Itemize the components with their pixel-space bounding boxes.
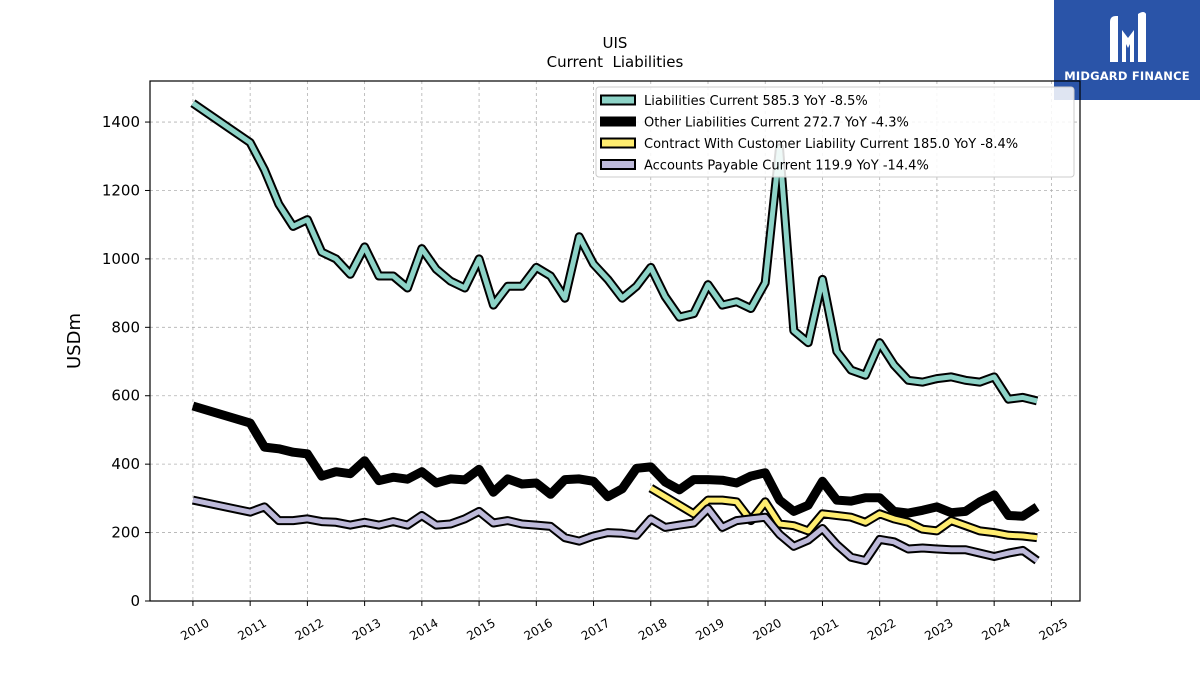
- y-tick-label: 0: [130, 592, 140, 610]
- series-line: [191, 401, 1040, 521]
- series-layer: [190, 99, 1040, 566]
- x-tick-label: 2010: [178, 616, 211, 643]
- legend-item: Contract With Customer Liability Current…: [600, 137, 1018, 152]
- y-tick-label: 200: [111, 524, 140, 542]
- x-tick-label: 2025: [1037, 616, 1070, 643]
- midgard-logo-icon: [1110, 12, 1146, 62]
- x-tick-label: 2013: [350, 616, 383, 643]
- series-line: [191, 101, 1038, 404]
- x-tick-label: 2020: [751, 616, 784, 643]
- y-tick-label: 400: [111, 455, 140, 473]
- y-axis: 0 200 400 600 800 1000 1200 1400: [102, 113, 150, 610]
- y-tick-label: 600: [111, 387, 140, 405]
- legend-box: [595, 86, 1075, 178]
- series-2: [648, 484, 1038, 543]
- y-tick-label: 1000: [102, 250, 140, 268]
- x-tick-label: 2012: [293, 616, 326, 643]
- legend-label: Other Liabilities Current 272.7 YoY -4.3…: [644, 116, 909, 131]
- x-axis: 2010 2011 2012 2013 2014 2015 2016 2017 2018 2019…: [178, 601, 1070, 643]
- x-tick-label: 2016: [522, 616, 555, 643]
- x-tick-label: 2014: [407, 616, 440, 643]
- legend-item: Accounts Payable Current 119.9 YoY -14.4…: [600, 159, 929, 174]
- legend-label: Contract With Customer Liability Current…: [644, 137, 1018, 152]
- chart-subtitle: Current Liabilities: [547, 53, 684, 71]
- series-1: [191, 401, 1040, 521]
- x-tick-label: 2017: [579, 616, 612, 643]
- y-tick-label: 1400: [102, 113, 140, 131]
- y-tick-label: 1200: [102, 181, 140, 199]
- x-tick-label: 2019: [693, 616, 726, 643]
- series-line: [192, 497, 1039, 564]
- x-tick-label: 2011: [235, 616, 268, 643]
- y-tick-label: 800: [111, 318, 140, 336]
- series-line: [649, 485, 1038, 541]
- x-tick-label: 2015: [464, 616, 497, 643]
- plot-frame: [149, 80, 1081, 602]
- series-0: [190, 99, 1039, 406]
- legend-swatch: [600, 116, 636, 127]
- x-tick-label: 2024: [979, 616, 1012, 643]
- series-3: [191, 495, 1040, 566]
- legend-swatch: [600, 137, 636, 149]
- legend-label: Liabilities Current 585.3 YoY -8.5%: [644, 94, 868, 109]
- legend-item: Other Liabilities Current 272.7 YoY -4.3…: [600, 116, 909, 131]
- legend-label: Accounts Payable Current 119.9 YoY -14.4…: [644, 159, 929, 174]
- x-tick-label: 2022: [865, 616, 898, 643]
- brand-logo: MIDGARD FINANCE: [1054, 0, 1200, 100]
- y-axis-label: USDm: [64, 313, 85, 369]
- x-tick-label: 2018: [636, 616, 669, 643]
- x-tick-label: 2021: [808, 616, 841, 643]
- brand-name: MIDGARD FINANCE: [1064, 69, 1190, 83]
- x-tick-label: 2023: [922, 616, 955, 643]
- legend-item: Liabilities Current 585.3 YoY -8.5%: [600, 94, 868, 109]
- chart-title: UIS: [603, 34, 628, 52]
- legend-swatch: [600, 94, 636, 106]
- legend-swatch: [600, 159, 636, 170]
- legend: Liabilities Current 585.3 YoY -8.5% Other…: [595, 86, 1075, 178]
